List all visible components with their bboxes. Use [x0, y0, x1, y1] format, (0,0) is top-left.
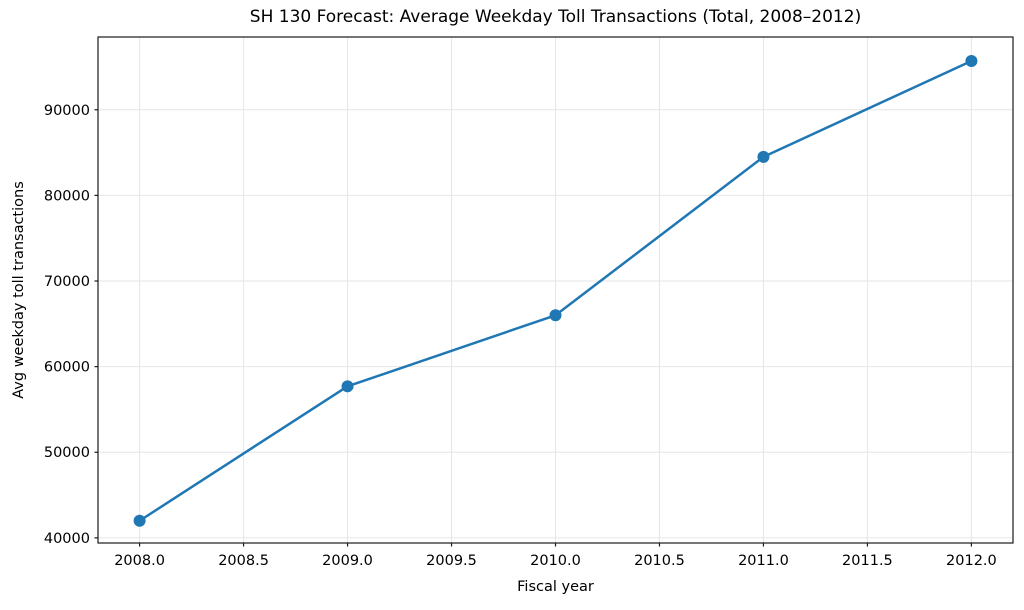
data-point [341, 380, 354, 393]
x-tick-label: 2008.5 [218, 553, 269, 569]
data-point [757, 150, 770, 163]
x-tick-label: 2009.0 [322, 553, 373, 569]
data-point [965, 54, 978, 67]
data-point [133, 514, 146, 527]
x-axis-label: Fiscal year [517, 579, 594, 595]
x-tick-label: 2011.5 [842, 553, 893, 569]
y-tick-label: 40000 [44, 531, 90, 547]
y-axis-label: Avg weekday toll transactions [11, 181, 27, 399]
y-tick-label: 90000 [44, 103, 90, 119]
x-tick-label: 2010.5 [634, 553, 685, 569]
y-tick-label: 80000 [44, 188, 90, 204]
y-tick-label: 70000 [44, 274, 90, 290]
x-tick-label: 2011.0 [738, 553, 789, 569]
data-point [549, 309, 562, 322]
x-tick-label: 2009.5 [426, 553, 477, 569]
chart-title: SH 130 Forecast: Average Weekday Toll Tr… [249, 7, 862, 27]
x-tick-label: 2008.0 [114, 553, 165, 569]
y-tick-label: 50000 [44, 445, 90, 461]
x-tick-label: 2012.0 [946, 553, 997, 569]
x-tick-label: 2010.0 [530, 553, 581, 569]
y-tick-label: 60000 [44, 360, 90, 376]
